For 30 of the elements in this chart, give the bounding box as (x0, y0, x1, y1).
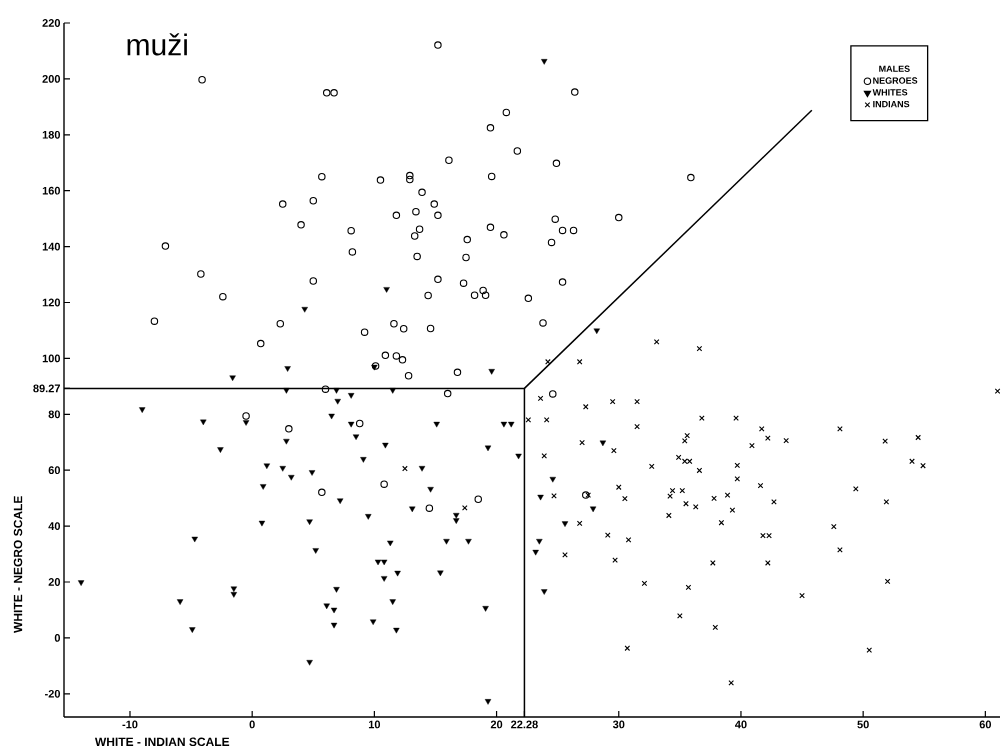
y-tick-label: 80 (48, 410, 61, 419)
x-tick-label: 30 (612, 720, 625, 729)
x-tick-label: 0 (249, 720, 255, 729)
legend-label: WHITES (872, 89, 908, 96)
y-axis-title: WHITE - NEGRO SCALE (13, 496, 23, 633)
x-tick-label: 50 (857, 720, 869, 729)
legend-title: MALES (879, 65, 910, 72)
chart-title: muži (127, 33, 187, 56)
y-tick-label: 40 (48, 522, 61, 530)
y-tick-label: 120 (42, 298, 61, 307)
legend-label: NEGROES (873, 77, 918, 84)
y-tick-label: 180 (42, 130, 61, 139)
x-tick-label: 40 (735, 720, 747, 729)
x-axis-title: WHITE - INDIAN SCALE (94, 737, 230, 747)
x-tick-label: 10 (368, 720, 381, 729)
y-tick-label: 0 (54, 634, 61, 642)
y-tick-label: 100 (42, 354, 61, 363)
legend-label: INDIANS (873, 100, 910, 108)
x-tick-label: -10 (122, 720, 138, 729)
y-tick-label: 60 (48, 466, 61, 475)
y-tick-label: 160 (42, 186, 61, 195)
x-tick-label: 22.28 (511, 720, 538, 729)
y-tick-label: 200 (42, 75, 61, 83)
y-tick-label: 89.27 (33, 384, 60, 393)
x-tick-label: 20 (490, 720, 503, 729)
y-tick-label: 140 (42, 242, 61, 251)
y-tick-label: 220 (42, 19, 61, 27)
y-tick-label: 20 (48, 578, 61, 586)
x-tick-label: 60 (979, 720, 992, 729)
y-tick-label: -20 (44, 689, 61, 698)
